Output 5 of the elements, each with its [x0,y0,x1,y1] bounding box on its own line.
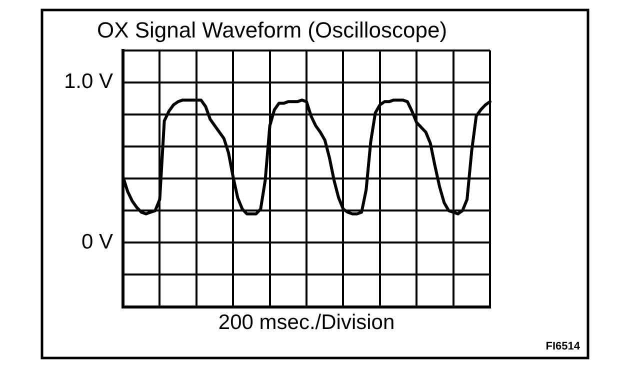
chart-title: OX Signal Waveform (Oscilloscope) [96,17,448,42]
y-tick-label: 0 V [82,230,114,254]
y-tick-label: 1.0 V [64,70,114,94]
x-axis-title: 200 msec./Division [218,311,395,334]
text: FI6514 [546,340,581,353]
